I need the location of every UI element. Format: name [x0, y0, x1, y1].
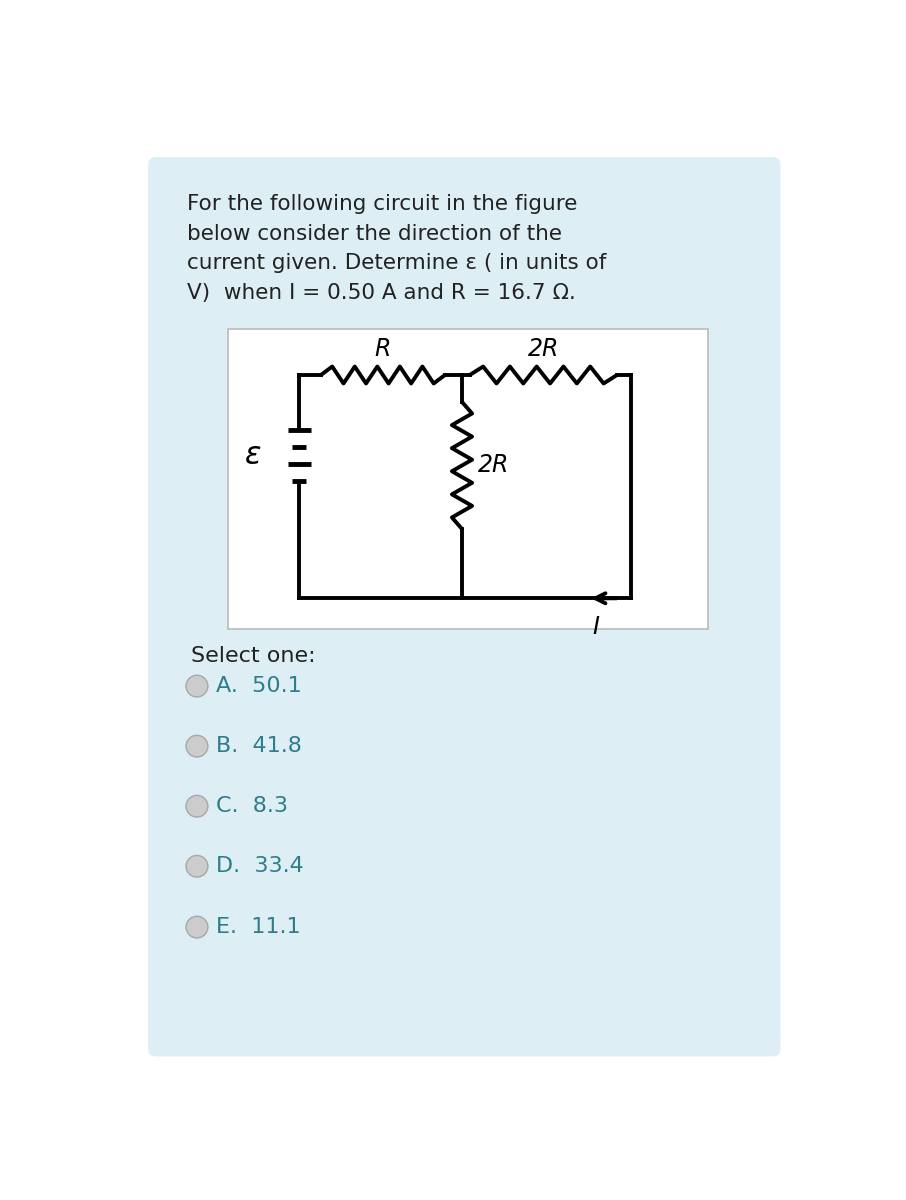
Text: E.  11.1: E. 11.1 [217, 917, 301, 937]
Bar [228, 329, 708, 629]
Text: C.  8.3: C. 8.3 [217, 797, 288, 816]
FancyBboxPatch shape [148, 157, 781, 1056]
Circle shape [186, 856, 207, 877]
Text: I: I [593, 616, 600, 640]
Text: R: R [375, 337, 391, 361]
Text: Select one:: Select one: [191, 646, 315, 666]
Text: A.  50.1: A. 50.1 [217, 676, 302, 696]
Circle shape [186, 736, 207, 757]
Circle shape [186, 796, 207, 817]
Text: 2R: 2R [477, 454, 509, 478]
Circle shape [186, 917, 207, 938]
Text: For the following circuit in the figure
below consider the direction of the
curr: For the following circuit in the figure … [187, 194, 606, 302]
Text: ε: ε [245, 442, 261, 470]
Circle shape [186, 676, 207, 697]
Text: D.  33.4: D. 33.4 [217, 857, 304, 876]
Text: B.  41.8: B. 41.8 [217, 736, 303, 756]
Text: 2R: 2R [527, 337, 559, 361]
